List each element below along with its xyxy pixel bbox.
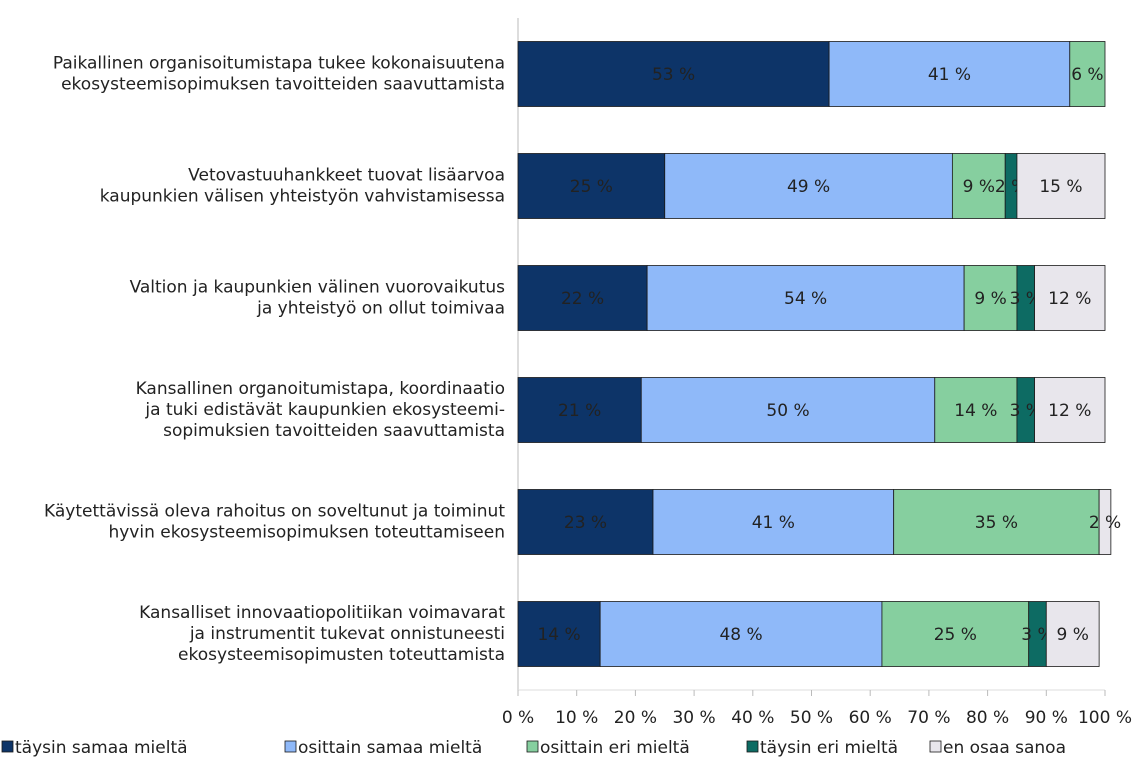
value-label: 50 %: [766, 401, 809, 421]
value-label: 21 %: [558, 401, 601, 421]
bar-segment: [517, 41, 830, 107]
value-label: 49 %: [787, 177, 830, 197]
legend-swatch: [1, 740, 14, 753]
category-label-line: Vetovastuuhankkeet tuovat lisäarvoa: [188, 166, 505, 186]
value-label: 9 %: [974, 289, 1006, 309]
category-label-line: sopimuksien tavoitteiden saavuttamista: [163, 421, 505, 441]
x-tick-label: 30 %: [672, 708, 715, 728]
bar-segment: [517, 601, 601, 667]
category-label-line: Kansallinen organoitumistapa, koordinaat…: [136, 379, 505, 399]
bar-segment: [1069, 41, 1106, 107]
bar-segment: [517, 489, 654, 555]
bar-segment: [1045, 601, 1100, 667]
value-label: 2 %: [1089, 513, 1121, 533]
category-label: Valtion ja kaupunkien välinen vuorovaiku…: [130, 278, 506, 319]
bar-segment: [951, 153, 1006, 219]
value-label: 9 %: [963, 177, 995, 197]
bar-segment: [934, 377, 1018, 443]
category-label-line: hyvin ekosysteemisopimuksen toteuttamise…: [108, 523, 505, 543]
value-label: 15 %: [1039, 177, 1082, 197]
value-label: 41 %: [928, 65, 971, 85]
bar-segment: [1034, 265, 1106, 331]
x-tick-label: 90 %: [1025, 708, 1068, 728]
value-label: 23 %: [564, 513, 607, 533]
legend-swatch: [746, 740, 759, 753]
value-label: 9 %: [1057, 625, 1089, 645]
bar-segment: [517, 265, 648, 331]
bar-segment: [893, 489, 1100, 555]
value-label: 3 %: [1010, 401, 1042, 421]
category-label-line: Valtion ja kaupunkien välinen vuorovaiku…: [130, 278, 506, 298]
value-label: 14 %: [954, 401, 997, 421]
bar-segment: [664, 153, 953, 219]
bar-segment: [652, 489, 895, 555]
value-label: 54 %: [784, 289, 827, 309]
x-tick-label: 70 %: [907, 708, 950, 728]
bar-segment: [1098, 489, 1112, 555]
category-label-line: Kansalliset innovaatiopolitiikan voimava…: [139, 603, 505, 623]
legend-label: täysin eri mieltä: [760, 738, 898, 758]
bar-segment: [1016, 153, 1106, 219]
value-label: 6 %: [1071, 65, 1103, 85]
bar-segment: [1034, 377, 1106, 443]
x-tick-label: 80 %: [966, 708, 1009, 728]
bar-segment: [881, 601, 1030, 667]
category-label-line: Käytettävissä oleva rahoitus on soveltun…: [44, 502, 505, 522]
legend-label: en osaa sanoa: [943, 738, 1066, 758]
bar-segment: [599, 601, 883, 667]
value-label: 53 %: [652, 65, 695, 85]
bar-segment: [640, 377, 936, 443]
x-tick-label: 10 %: [555, 708, 598, 728]
bar-segment: [517, 377, 642, 443]
value-label: 25 %: [934, 625, 977, 645]
bar-segment: [963, 265, 1018, 331]
category-label: Kansallinen organoitumistapa, koordinaat…: [136, 379, 505, 441]
x-tick-label: 20 %: [614, 708, 657, 728]
legend-swatch: [526, 740, 539, 753]
value-label: 14 %: [537, 625, 580, 645]
legend-label: osittain samaa mieltä: [298, 738, 482, 758]
value-label: 48 %: [719, 625, 762, 645]
value-label: 12 %: [1048, 289, 1091, 309]
x-tick-label: 100 %: [1078, 708, 1132, 728]
category-label-line: Paikallinen organisoitumistapa tukee kok…: [53, 54, 505, 74]
value-label: 41 %: [752, 513, 795, 533]
legend-swatch: [284, 740, 297, 753]
value-label: 12 %: [1048, 401, 1091, 421]
value-label: 25 %: [570, 177, 613, 197]
category-label: Kansalliset innovaatiopolitiikan voimava…: [139, 603, 505, 665]
bar-segment: [517, 153, 666, 219]
category-label: Vetovastuuhankkeet tuovat lisäarvoa kaupu…: [100, 166, 505, 207]
x-tick-label: 50 %: [790, 708, 833, 728]
legend-label: täysin samaa mieltä: [15, 738, 188, 758]
x-tick-label: 0 %: [502, 708, 534, 728]
value-label: 3 %: [1021, 625, 1053, 645]
x-tick-label: 40 %: [731, 708, 774, 728]
bar-segment: [646, 265, 965, 331]
legend-label: osittain eri mieltä: [540, 738, 690, 758]
category-label-line: kaupunkien välisen yhteistyön vahvistami…: [100, 187, 505, 207]
category-label-line: ekosysteemisopimusten toteuttamista: [178, 645, 505, 665]
value-label: 3 %: [1010, 289, 1042, 309]
category-label-line: ja yhteistyö on ollut toimivaa: [256, 299, 505, 319]
category-label-line: ja instrumentit tukevat onnistuneesti: [189, 624, 505, 644]
category-label-line: ekosysteemisopimuksen tavoitteiden saavu…: [61, 75, 505, 95]
bar-segment: [828, 41, 1071, 107]
x-tick-label: 60 %: [849, 708, 892, 728]
legend-swatch: [929, 740, 942, 753]
category-label: Paikallinen organisoitumistapa tukee kok…: [53, 54, 505, 95]
category-label-line: ja tuki edistävät kaupunkien ekosysteemi…: [144, 400, 505, 420]
value-label: 35 %: [975, 513, 1018, 533]
category-label: Käytettävissä oleva rahoitus on soveltun…: [44, 502, 505, 543]
value-label: 22 %: [561, 289, 604, 309]
